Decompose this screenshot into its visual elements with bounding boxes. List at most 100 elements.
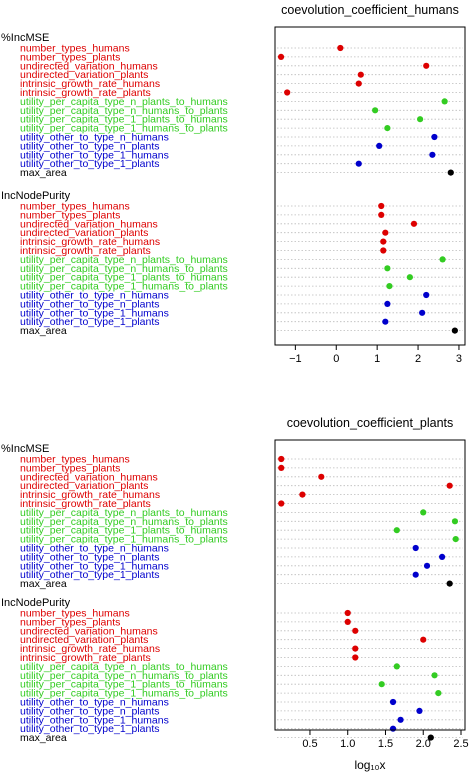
variable-label: utility_other_to_type_1_humans xyxy=(20,560,169,572)
data-point xyxy=(447,169,454,176)
data-point xyxy=(384,300,391,307)
data-point xyxy=(376,142,383,149)
x-tick-label: 2.0 xyxy=(416,738,431,750)
variable-label: utility_other_to_type_1_humans xyxy=(20,714,169,726)
data-point xyxy=(446,580,453,587)
data-point xyxy=(386,283,393,290)
variable-label: utility_per_capita_type_1_humans_to_plan… xyxy=(20,281,228,293)
data-point xyxy=(423,62,430,69)
variable-label: max_area xyxy=(20,578,67,590)
variable-label: undirected_variation_humans xyxy=(20,625,158,637)
data-point xyxy=(452,536,459,543)
data-point xyxy=(357,71,364,78)
x-tick-label: 0.5 xyxy=(302,738,317,750)
x-tick-label: 1.0 xyxy=(340,738,355,750)
variable-label: undirected_variation_plants xyxy=(20,227,148,239)
variable-label: undirected_variation_plants xyxy=(20,634,148,646)
variable-label: utility_per_capita_type_n_humans_to_plan… xyxy=(20,516,228,528)
data-point xyxy=(380,247,387,254)
variable-label: utility_per_capita_type_n_humans_to_plan… xyxy=(20,670,228,682)
section-label: %IncMSE xyxy=(1,32,49,44)
data-point xyxy=(278,464,285,471)
variable-label: number_types_plants xyxy=(20,616,120,628)
data-point xyxy=(393,527,400,534)
variable-label: utility_other_to_type_1_plants xyxy=(20,158,160,170)
data-point xyxy=(441,98,448,105)
variable-label: intrinsic_growth_rate_plants xyxy=(20,652,151,664)
data-point xyxy=(446,482,453,489)
chart-title: coevolution_coefficient_plants xyxy=(287,416,454,430)
data-point xyxy=(378,211,385,218)
data-point xyxy=(429,151,436,158)
x-axis-title: log₁₀x xyxy=(354,758,385,772)
data-point xyxy=(412,544,419,552)
section-label: IncNodePurity xyxy=(1,190,71,202)
plot-frame xyxy=(274,439,466,731)
data-point xyxy=(406,274,413,281)
variable-label: undirected_variation_humans xyxy=(20,60,158,72)
data-point xyxy=(397,716,404,723)
data-point xyxy=(344,618,351,626)
variable-label: max_area xyxy=(20,732,67,744)
data-point xyxy=(410,220,418,227)
variable-label: max_area xyxy=(20,167,67,179)
variable-label: utility_per_capita_type_n_plants_to_huma… xyxy=(20,96,228,108)
x-tick-label: 2 xyxy=(415,353,421,365)
variable-label: utility_other_to_type_n_humans xyxy=(20,290,169,302)
data-point xyxy=(384,265,391,272)
variable-label: intrinsic_growth_rate_humans xyxy=(20,643,160,655)
section-label: IncNodePurity xyxy=(1,597,71,609)
data-point xyxy=(389,725,397,732)
data-point xyxy=(435,690,442,697)
plot-frame xyxy=(274,26,466,346)
data-point xyxy=(393,663,400,670)
data-point xyxy=(420,636,427,643)
x-tick-label: 0 xyxy=(333,353,339,365)
data-point xyxy=(355,160,362,167)
data-point xyxy=(439,553,446,561)
variable-label: utility_other_to_type_1_plants xyxy=(20,723,160,735)
data-point xyxy=(337,44,344,52)
data-point xyxy=(382,229,389,236)
data-point xyxy=(344,609,351,617)
variable-label: utility_other_to_type_n_humans xyxy=(20,543,169,555)
data-point xyxy=(423,291,430,299)
data-point xyxy=(284,89,291,96)
x-tick-label: 1 xyxy=(374,353,380,365)
variable-label: undirected_variation_humans xyxy=(20,471,158,483)
variable-label: intrinsic_growth_rate_plants xyxy=(20,87,151,99)
variable-label: number_types_plants xyxy=(20,462,120,474)
data-point xyxy=(417,116,424,123)
variable-label: intrinsic_growth_rate_humans xyxy=(20,236,160,248)
variable-label: intrinsic_growth_rate_humans xyxy=(20,78,160,90)
variable-label: number_types_humans xyxy=(20,43,130,55)
data-point xyxy=(423,562,431,569)
data-point xyxy=(299,491,306,498)
x-tick-label: 2.5 xyxy=(453,738,468,750)
data-point xyxy=(419,309,426,316)
data-point xyxy=(277,53,285,61)
data-point xyxy=(352,627,359,634)
variable-label: number_types_humans xyxy=(20,454,130,466)
variable-label: utility_per_capita_type_n_humans_to_plan… xyxy=(20,105,228,117)
variable-label: utility_per_capita_type_1_plants_to_huma… xyxy=(20,525,228,537)
variable-label: utility_per_capita_type_1_plants_to_huma… xyxy=(20,114,228,126)
x-tick-label: 3 xyxy=(456,353,462,365)
variable-label: number_types_humans xyxy=(20,201,130,213)
variable-label: utility_other_to_type_n_plants xyxy=(20,705,160,717)
data-point xyxy=(416,707,423,715)
variable-label: undirected_variation_plants xyxy=(20,69,148,81)
variable-label: utility_other_to_type_1_plants xyxy=(20,569,160,581)
data-point xyxy=(372,107,379,114)
variable-label: utility_other_to_type_1_plants xyxy=(20,316,160,328)
data-point xyxy=(431,133,438,141)
variable-label: intrinsic_growth_rate_humans xyxy=(20,489,160,501)
data-point xyxy=(352,654,359,661)
data-point xyxy=(355,80,362,87)
data-point xyxy=(439,256,446,263)
chart-panel-2: coevolution_coefficient_plants%IncMSEnum… xyxy=(1,416,469,772)
data-point xyxy=(380,238,387,245)
x-tick-label: −1 xyxy=(289,353,302,365)
variable-label: number_types_humans xyxy=(20,608,130,620)
